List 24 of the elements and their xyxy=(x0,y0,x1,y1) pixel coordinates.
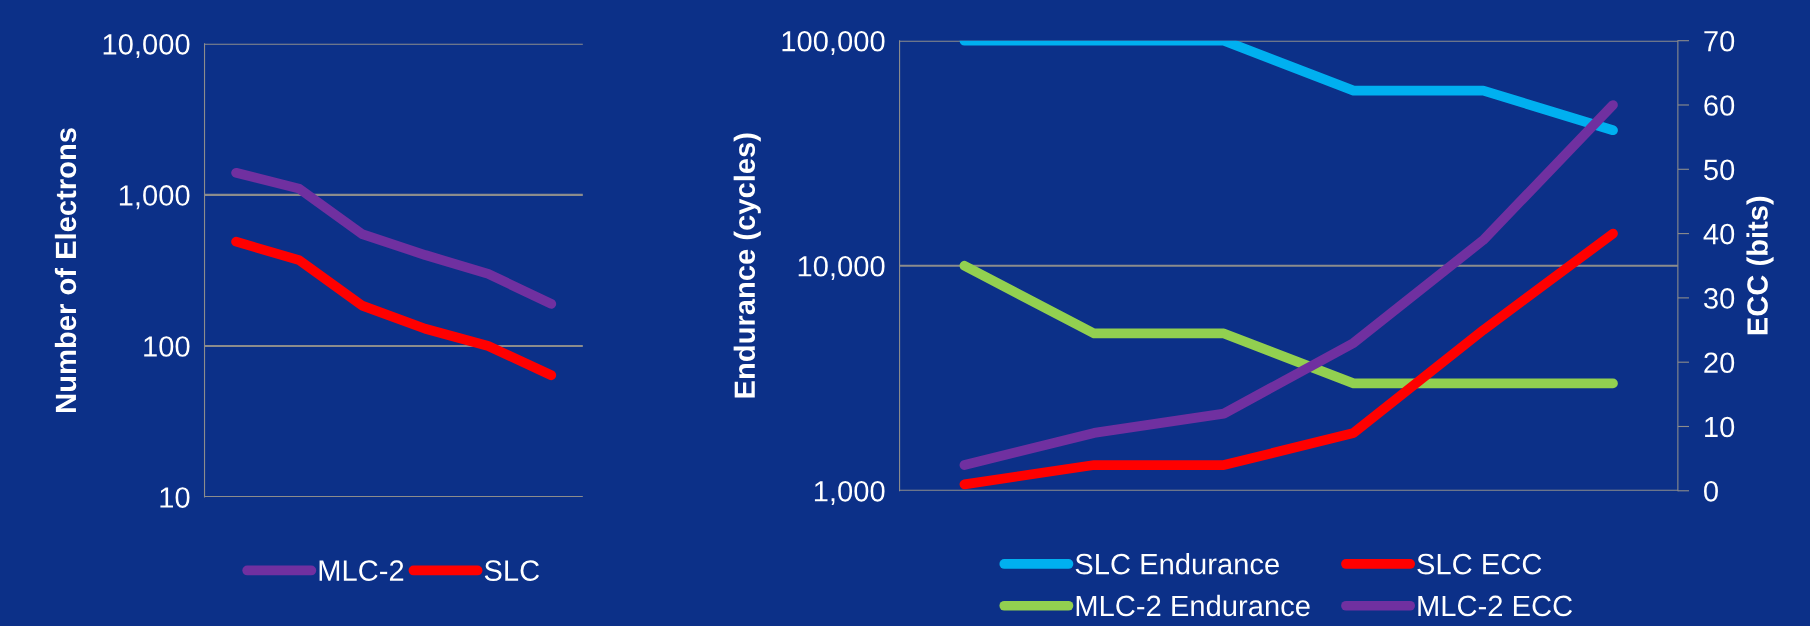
y-tick-label: 10,000 xyxy=(103,34,190,59)
y2-tick-label: 20 xyxy=(1704,352,1735,374)
legend-label: SLC ECC xyxy=(1417,553,1542,575)
legend-label: SLC xyxy=(484,560,540,581)
y2-tick-label: 60 xyxy=(1704,95,1735,116)
y2-tick-label: 30 xyxy=(1703,288,1735,309)
y-tick-label: 100,000 xyxy=(782,30,885,55)
y2-axis-title: ECC (bits) xyxy=(1746,196,1774,335)
y-tick-label: 1,000 xyxy=(814,480,885,506)
y2-tick-label: 50 xyxy=(1704,159,1735,181)
legend-label: SLC Endurance xyxy=(1075,553,1279,575)
y-tick-label: 10,000 xyxy=(798,255,885,281)
y-tick-label: 1,000 xyxy=(119,185,190,210)
legend-label: MLC-2 ECC xyxy=(1418,595,1573,617)
legend-label: MLC-2 Endurance xyxy=(1076,594,1310,617)
legend-label: MLC-2 xyxy=(319,560,404,581)
y-tick-label: 10 xyxy=(160,487,190,508)
y-axis-title: Endurance (cycles) xyxy=(733,133,761,398)
y2-tick-label: 40 xyxy=(1703,223,1735,245)
y-tick-label: 100 xyxy=(144,336,190,357)
y2-tick-label: 0 xyxy=(1704,480,1718,502)
y2-tick-label: 70 xyxy=(1704,30,1735,52)
y-axis-title: Number of Electrons xyxy=(54,128,77,412)
y2-tick-label: 10 xyxy=(1705,416,1735,438)
